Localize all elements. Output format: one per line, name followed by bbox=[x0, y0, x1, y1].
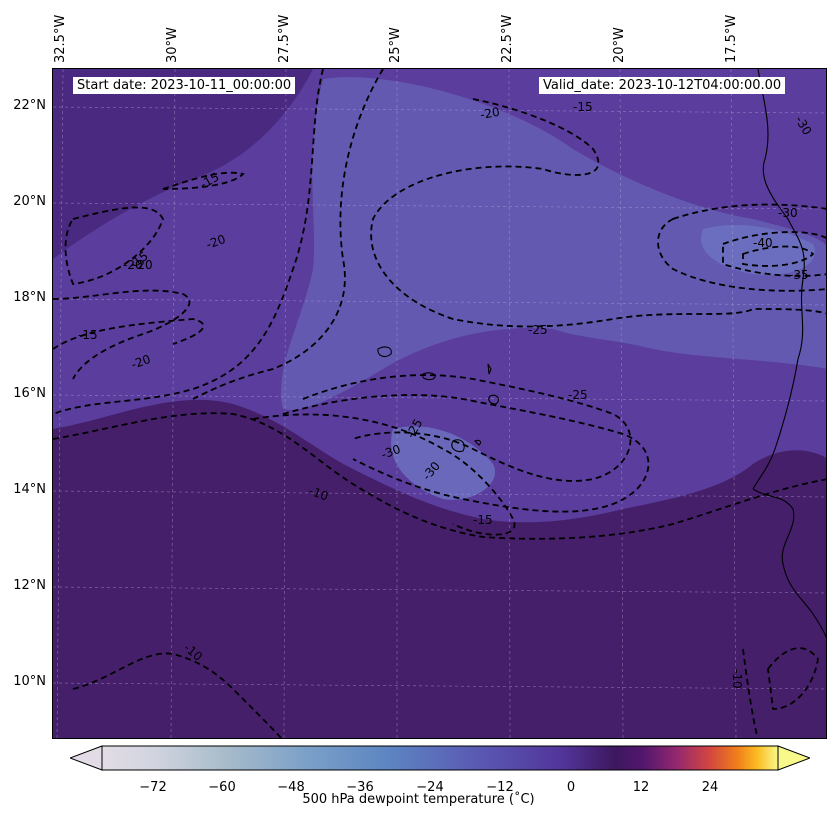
contour-minus20-south bbox=[282, 394, 650, 513]
light-region bbox=[281, 77, 826, 410]
lat-label: 14°N bbox=[13, 482, 46, 497]
cape-verde-5 bbox=[451, 439, 465, 452]
colorbar-max-arrow bbox=[777, 745, 810, 771]
contour-minus10-sw bbox=[72, 652, 283, 738]
contour-label: -30 bbox=[379, 442, 402, 462]
lon-label: 32.5°W bbox=[53, 14, 68, 63]
cape-verde-4 bbox=[488, 394, 499, 405]
lat-label: 18°N bbox=[13, 290, 46, 305]
lat-label: 20°N bbox=[13, 194, 46, 209]
contour-label: -15 bbox=[573, 100, 593, 114]
lon-label: 22.5°W bbox=[500, 14, 515, 63]
lat-label: 10°N bbox=[13, 674, 46, 689]
contour-minus15-nw bbox=[162, 171, 245, 190]
colorbar-tick-label: −60 bbox=[208, 780, 236, 795]
colorbar-tick-label: 12 bbox=[632, 780, 650, 795]
dark-region-nw bbox=[53, 69, 313, 259]
lon-label: 20°W bbox=[612, 27, 627, 63]
start-date-label: Start date: 2023-10-11_00:00:00 bbox=[73, 77, 296, 94]
contour-minus40-east bbox=[742, 245, 815, 267]
contour-minus20-west bbox=[53, 289, 191, 380]
contour-minus10-se bbox=[742, 648, 759, 738]
lon-label: 27.5°W bbox=[277, 14, 292, 63]
senegal-coast bbox=[752, 488, 826, 639]
contour-lines bbox=[53, 69, 826, 738]
colorbar-tick-label: −12 bbox=[486, 780, 514, 795]
colorbar-title: 500 hPa dewpoint temperature (˚C) bbox=[302, 792, 535, 807]
contour-label: -20 bbox=[133, 258, 153, 272]
map-canvas: -20-15-20-15-15-20-20-25-25-25-30-30-15-… bbox=[53, 69, 826, 738]
lat-label: 16°N bbox=[13, 386, 46, 401]
cape-verde-1 bbox=[377, 346, 392, 358]
cape-verde-2 bbox=[422, 372, 436, 381]
contour-label: -20 bbox=[123, 258, 143, 272]
contour-label: -25 bbox=[528, 323, 548, 337]
contour-minus30-east bbox=[657, 203, 826, 292]
contour-minus15-se bbox=[767, 647, 819, 710]
contour-minus15-south bbox=[252, 413, 516, 536]
coastline bbox=[377, 69, 826, 639]
contour-label: -10 bbox=[730, 669, 744, 689]
contour-minus10-south bbox=[53, 412, 826, 540]
contour-minus25-big bbox=[370, 98, 826, 328]
contour-minus15-west bbox=[64, 206, 164, 285]
gridlines bbox=[53, 69, 826, 738]
contour-label: -40 bbox=[753, 236, 773, 250]
contour-minus20-north bbox=[53, 69, 324, 415]
contour-label: -35 bbox=[789, 268, 809, 282]
colorbar-tick-label: −48 bbox=[277, 780, 305, 795]
colorbar-tick-label: −72 bbox=[139, 780, 167, 795]
contour-minus15-left bbox=[53, 318, 205, 350]
colorbar-tick-label: 0 bbox=[566, 780, 576, 795]
lat-label: 12°N bbox=[13, 578, 46, 593]
lat-label: 22°N bbox=[13, 98, 46, 113]
dark-region bbox=[53, 399, 826, 738]
contour-label: -20 bbox=[479, 105, 501, 122]
valid-date-label: Valid_date: 2023-10-12T04:00:00.00 bbox=[539, 77, 786, 94]
contour-minus35-east bbox=[722, 231, 826, 277]
lon-label: 30°W bbox=[165, 27, 180, 63]
colorbar-min-arrow bbox=[70, 745, 103, 771]
contour-label: -30 bbox=[778, 206, 798, 220]
contour-label: -15 bbox=[473, 513, 493, 527]
lon-label: 25°W bbox=[388, 27, 403, 63]
contour-label: -10 bbox=[307, 484, 330, 504]
colorbar-tick-label: −36 bbox=[346, 780, 374, 795]
colorbar-tick-label: 24 bbox=[701, 780, 719, 795]
colorbar-bar bbox=[101, 745, 779, 771]
colorbar bbox=[70, 745, 810, 771]
cape-verde-3 bbox=[487, 363, 492, 375]
lon-label: 17.5°W bbox=[724, 14, 739, 63]
cape-verde-6 bbox=[474, 439, 482, 446]
contour-label: -15 bbox=[78, 328, 98, 342]
colorbar-tick-label: −24 bbox=[416, 780, 444, 795]
contour-minus25-north bbox=[192, 69, 384, 400]
contour-label: -20 bbox=[129, 352, 152, 372]
contour-label: -25 bbox=[568, 388, 588, 402]
map-area: -20 -15 -20 -15 -15 -20 -20 -25 -25 -25 -30 -30 -15-… bbox=[52, 68, 827, 739]
contour-label: -20 bbox=[204, 232, 227, 252]
africa-coast bbox=[752, 69, 805, 490]
light-patch-south bbox=[391, 426, 495, 500]
